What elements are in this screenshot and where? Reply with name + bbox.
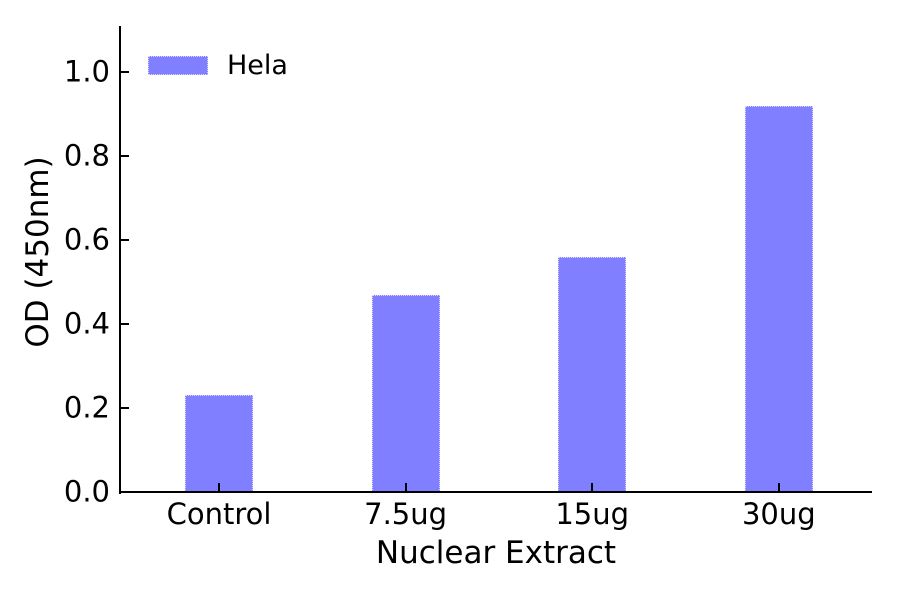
y-tick-label-5: 0.8 bbox=[63, 138, 110, 173]
y-tick-label-6: 1.0 bbox=[63, 54, 110, 89]
bar-15ug bbox=[558, 256, 627, 492]
y-tick-label-4: 0.6 bbox=[63, 222, 110, 257]
bar-control bbox=[185, 395, 253, 492]
legend: Hela bbox=[148, 52, 288, 79]
y-tick-1 bbox=[121, 491, 129, 493]
x-axis-spine bbox=[119, 491, 872, 493]
y-axis-label: OD (450nm) bbox=[20, 156, 56, 348]
y-tick-label-2: 0.2 bbox=[63, 390, 110, 425]
x-tick-label-1: Control bbox=[166, 497, 272, 531]
x-axis-label: Nuclear Extract bbox=[375, 535, 617, 571]
y-tick-6 bbox=[121, 71, 129, 73]
legend-label: Hela bbox=[227, 50, 288, 81]
y-tick-2 bbox=[121, 407, 129, 409]
x-tick-label-3: 15ug bbox=[555, 497, 630, 531]
x-tick-3 bbox=[591, 483, 594, 491]
y-tick-3 bbox=[121, 323, 129, 325]
y-tick-label-3: 0.4 bbox=[63, 306, 110, 341]
y-tick-4 bbox=[121, 239, 129, 241]
x-tick-4 bbox=[777, 483, 780, 491]
x-tick-label-2: 7.5ug bbox=[364, 497, 448, 531]
bar-7-5ug bbox=[371, 294, 440, 492]
x-tick-2 bbox=[404, 483, 407, 491]
bar-30ug bbox=[744, 105, 813, 492]
x-tick-1 bbox=[218, 483, 220, 491]
y-tick-label-1: 0.0 bbox=[63, 474, 110, 509]
y-tick-5 bbox=[121, 155, 129, 157]
y-axis-spine bbox=[119, 26, 121, 494]
legend-swatch-hela bbox=[148, 56, 208, 75]
x-tick-label-4: 30ug bbox=[741, 497, 816, 531]
